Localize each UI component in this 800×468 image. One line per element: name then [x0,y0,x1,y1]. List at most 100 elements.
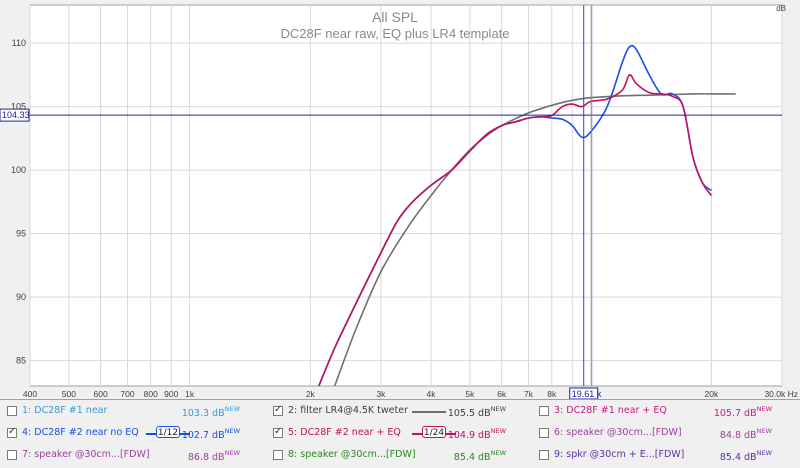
legend-series-name: 1: DC28F #1 near [22,405,108,416]
x-tick-label: 2k [306,389,316,399]
series-layer [318,44,736,386]
x-tick-label: 600 [94,389,108,399]
y-tick-label: 85 [16,356,26,366]
plot-area[interactable] [29,4,783,387]
legend-value-text: 86.8 dB [187,452,225,463]
legend-item[interactable]: 8: speaker @30cm...[FDW] 85.4 dBNEW [266,445,532,467]
y-unit-label: dB [776,4,786,13]
legend-series-name: 2: filter LR4@4.5K tweter [288,405,408,416]
cursor-y-value-box [0,108,30,122]
x-tick-label: 3k [376,389,386,399]
legend-line-sample [146,433,156,435]
legend-value-badge: NEW [490,427,506,435]
legend-series-name: 4: DC28F #2 near no EQ [22,427,139,438]
legend-value-badge: NEW [224,405,240,413]
legend-value: 104.9 dBNEW [426,427,506,441]
legend-line-sample [412,433,422,435]
x-tick-label: 500 [62,389,76,399]
legend-value-text: 84.8 dB [719,430,757,441]
legend-value: 103.3 dBNEW [160,405,240,419]
legend-checkbox[interactable] [539,406,549,416]
x-tick-label: 4k [427,389,437,399]
cursor-x-value-box [569,387,599,399]
smoothing-indicator[interactable]: 1/12 [156,426,180,438]
legend-item[interactable]: 3: DC28F #1 near + EQ 105.7 dBNEW [532,401,798,423]
x-tick-label: 6k [497,389,507,399]
x-tick-label: 400 [23,389,37,399]
legend-checkbox[interactable] [7,426,17,438]
legend-line-sample [412,411,446,413]
x-tick-label: 1k [185,389,195,399]
legend-checkbox[interactable] [273,426,283,438]
legend-item[interactable]: 1: DC28F #1 near 103.3 dBNEW [0,401,266,423]
chart-subtitle: DC28F near raw, EQ plus LR4 template [280,26,509,41]
legend-value-text: 102.7 dB [181,430,225,441]
legend-checkbox[interactable] [539,450,549,460]
spl-chart[interactable]: 104.33 19.61 k All SPL DC28F near raw, E… [0,0,800,399]
legend-series-name: 7: speaker @30cm...[FDW] [22,449,150,460]
x-tick-label: 20k [705,389,719,399]
y-axis: 85 90 95 100 105 110 [11,38,26,366]
smoothing-indicator[interactable]: 1/24 [422,426,446,438]
legend-checkbox[interactable] [273,450,283,460]
legend-value-badge: NEW [756,427,772,435]
chart-title: All SPL [372,9,418,25]
x-tick-label: 5k [465,389,475,399]
legend-item[interactable]: 2: filter LR4@4.5K tweter 105.5 dBNEW [266,401,532,423]
cursor-y-value: 104.33 [2,110,30,120]
legend-item[interactable]: 7: speaker @30cm...[FDW] 86.8 dBNEW [0,445,266,467]
cursor-x-value: 19.61 k [572,389,602,399]
legend-value: 85.4 dBNEW [692,449,772,463]
x-axis: 400 500 600 700 800 900 1k 2k 3k 4k 5k 6k 7k 8k 20k 30.… [23,389,798,399]
y-tick-label: 90 [16,292,26,302]
legend-series-name: 8: speaker @30cm...[FDW] [288,449,416,460]
x-tick-label: 30.0k Hz [764,389,798,399]
series-near-eq-line [318,74,713,386]
legend-series-name: 3: DC28F #1 near + EQ [554,405,667,416]
legend-line-sample [180,433,190,435]
legend-checkbox[interactable] [539,428,549,438]
legend-series-name: 6: speaker @30cm...[FDW] [554,427,682,438]
legend-value-badge: NEW [224,449,240,457]
y-tick-label: 95 [16,229,26,239]
legend-item[interactable]: 6: speaker @30cm...[FDW] 84.8 dBNEW [532,423,798,445]
legend-value: 105.7 dBNEW [692,405,772,419]
legend-row: 7: speaker @30cm...[FDW] 86.8 dBNEW 8: spe… [0,445,800,467]
legend-value-text: 103.3 dB [181,408,225,419]
legend-item[interactable]: 9: spkr @30cm + E...[FDW] 85.4 dBNEW [532,445,798,467]
x-tick-label: 8k [547,389,557,399]
legend-value-text: 105.7 dB [713,408,757,419]
legend-value: 85.4 dBNEW [426,449,506,463]
legend-line-sample [446,433,456,435]
x-tick-label: 800 [144,389,158,399]
legend-value: 102.7 dBNEW [160,427,240,441]
legend-series-name: 5: DC28F #2 near + EQ [288,427,401,438]
legend-value-text: 104.9 dB [447,430,491,441]
y-tick-label: 100 [11,165,26,175]
legend-value-badge: NEW [756,449,772,457]
legend-checkbox[interactable] [7,406,17,416]
legend-value: 86.8 dBNEW [160,449,240,463]
legend-value: 84.8 dBNEW [692,427,772,441]
legend-value-badge: NEW [224,427,240,435]
legend-value-badge: NEW [756,405,772,413]
legend-series-name: 9: spkr @30cm + E...[FDW] [554,449,685,460]
legend-checkbox[interactable] [7,450,17,460]
legend-value-text: 85.4 dB [453,452,491,463]
legend-value: 105.5 dBNEW [426,405,506,419]
legend-checkbox[interactable] [273,404,283,416]
legend-value-badge: NEW [490,405,506,413]
y-tick-label: 110 [12,38,26,48]
legend-value-text: 105.5 dB [447,408,491,419]
cursor[interactable]: 104.33 19.61 k [0,5,782,399]
x-tick-label: 900 [164,389,178,399]
y-tick-label: 105 [11,102,26,112]
legend-value-text: 85.4 dB [719,452,757,463]
legend-value-badge: NEW [490,449,506,457]
x-tick-label: 7k [524,389,534,399]
